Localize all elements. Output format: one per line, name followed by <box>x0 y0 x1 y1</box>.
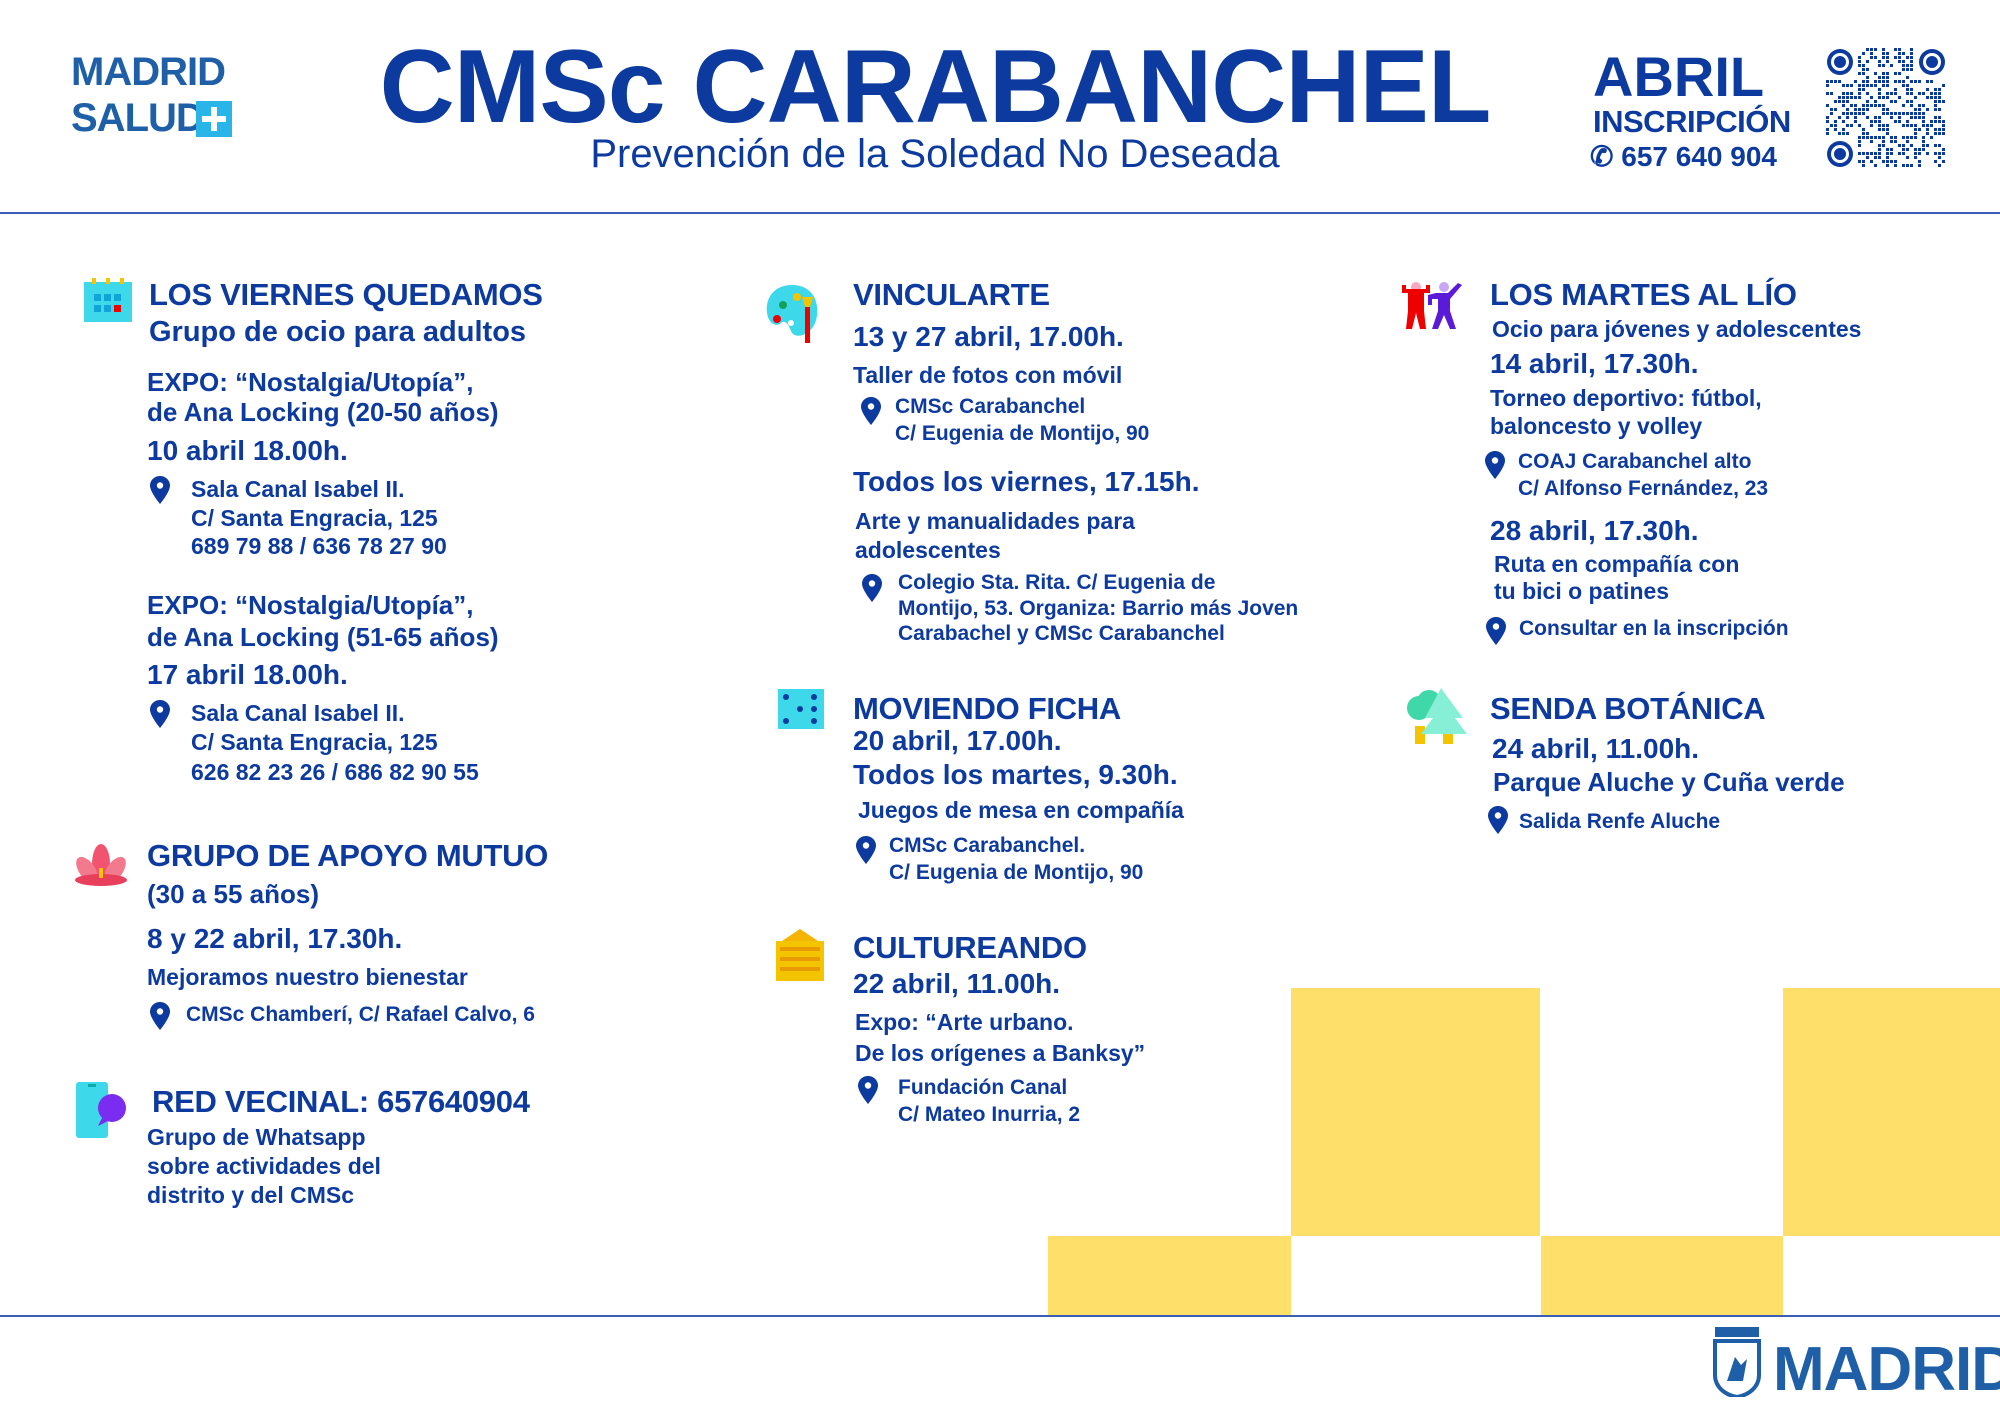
decorative-yellow-block <box>1291 988 1540 1236</box>
cultureando-address: Fundación Canal <box>898 1076 1068 1099</box>
cultureando-desc: Expo: “Arte urbano. <box>855 1009 1074 1035</box>
event-address: C/ Santa Engracia, 125 <box>191 729 438 755</box>
location-pin-icon <box>1485 451 1505 479</box>
viernes-subtitle: Grupo de ocio para adultos <box>149 316 527 348</box>
ficha-date2: Todos los martes, 9.30h. <box>853 759 1178 790</box>
cultureando-desc: De los orígenes a Banksy” <box>855 1040 1146 1066</box>
red-vecinal-title: RED VECINAL: 657640904 <box>152 1084 530 1119</box>
red-desc: Grupo de Whatsapp <box>147 1124 366 1150</box>
event-address: Sala Canal Isabel II. <box>191 476 405 502</box>
plus-cross-icon <box>196 101 232 137</box>
vincularte-desc2: adolescentes <box>855 537 1001 563</box>
location-pin-icon <box>150 476 170 504</box>
cultureando-title: CULTUREANDO <box>853 930 1087 965</box>
red-desc: distrito y del CMSc <box>147 1182 355 1208</box>
vincularte-title: VINCULARTE <box>853 277 1050 312</box>
vincularte-address2: Montijo, 53. Organiza: Barrio más Joven <box>898 597 1299 620</box>
logo-salud-text: SALUD <box>71 96 205 140</box>
senda-desc: Parque Aluche y Cuña verde <box>1493 767 1845 797</box>
vincularte-date1: 13 y 27 abril, 17.00h. <box>853 321 1124 352</box>
martes-desc1: Torneo deportivo: fútbol, <box>1490 385 1762 411</box>
martes-title: LOS MARTES AL LÍO <box>1490 277 1797 312</box>
people-dancing-icon <box>1402 282 1462 329</box>
apoyo-date: 8 y 22 abril, 17.30h. <box>147 923 403 954</box>
martes-date1: 14 abril, 17.30h. <box>1490 348 1699 379</box>
decorative-yellow-block <box>1048 1236 1291 1315</box>
martes-desc1: baloncesto y volley <box>1490 413 1703 439</box>
martes-address1: C/ Alfonso Fernández, 23 <box>1518 477 1769 500</box>
location-pin-icon <box>862 574 882 602</box>
palette-icon <box>766 285 818 343</box>
chat-phone-icon <box>76 1082 126 1138</box>
registration-label: INSCRIPCIÓN <box>1593 104 1791 139</box>
vincularte-desc2: Arte y manualidades para <box>855 508 1135 534</box>
location-pin-icon <box>861 397 881 425</box>
calendar-icon <box>84 278 132 322</box>
qr-code-icon[interactable] <box>1826 48 1946 168</box>
vincularte-address2: Carabachel y CMSc Carabanchel <box>898 622 1225 645</box>
martes-date2: 28 abril, 17.30h. <box>1490 515 1699 546</box>
martes-address2: Consultar en la inscripción <box>1519 617 1789 640</box>
ficha-title: MOVIENDO FICHA <box>853 691 1121 726</box>
ficha-address: CMSc Carabanchel. <box>889 834 1086 857</box>
logo-madrid-text: MADRID <box>71 50 226 94</box>
event-address: Sala Canal Isabel II. <box>191 700 405 726</box>
martes-desc2: Ruta en compañía con <box>1494 551 1740 577</box>
red-desc: sobre actividades del <box>147 1153 381 1179</box>
senda-date: 24 abril, 11.00h. <box>1492 733 1700 764</box>
decorative-yellow-block <box>1541 1236 1783 1315</box>
event-phone: 626 82 23 26 / 686 82 90 55 <box>191 759 479 785</box>
ficha-desc: Juegos de mesa en compañía <box>858 797 1184 823</box>
registration-phone[interactable]: ✆ 657 640 904 <box>1590 140 1777 173</box>
martes-desc2: tu bici o patines <box>1494 578 1670 604</box>
cultureando-date: 22 abril, 11.00h. <box>853 968 1061 999</box>
event-title: EXPO: “Nostalgia/Utopía”, <box>147 590 474 620</box>
phone-icon: ✆ <box>1590 141 1614 172</box>
apoyo-address: CMSc Chamberí, C/ Rafael Calvo, 6 <box>186 1003 535 1026</box>
page-subtitle: Prevención de la Soledad No Deseada <box>590 132 1280 176</box>
madrid-coat-of-arms-icon <box>1713 1327 1761 1397</box>
event-title: de Ana Locking (51-65 años) <box>147 622 499 652</box>
apoyo-subtitle: (30 a 55 años) <box>147 879 319 909</box>
location-pin-icon <box>1486 617 1506 645</box>
building-icon <box>776 929 824 981</box>
vincularte-date2: Todos los viernes, 17.15h. <box>853 466 1200 497</box>
cultureando-address: C/ Mateo Inurria, 2 <box>898 1103 1081 1126</box>
decorative-yellow-block <box>1783 988 2000 1236</box>
martes-address1: COAJ Carabanchel alto <box>1518 450 1752 473</box>
dice-icon <box>778 689 824 729</box>
footer-divider <box>0 1315 2000 1317</box>
lotus-icon <box>75 844 127 886</box>
location-pin-icon <box>1488 806 1508 834</box>
vincularte-address1: C/ Eugenia de Montijo, 90 <box>895 422 1150 445</box>
page-title: CMSc CARABANCHEL <box>379 29 1492 145</box>
header-divider <box>0 212 2000 214</box>
event-date: 17 abril 18.00h. <box>147 659 348 690</box>
event-date: 10 abril 18.00h. <box>147 435 348 466</box>
vincularte-address2: Colegio Sta. Rita. C/ Eugenia de <box>898 571 1216 594</box>
martes-subtitle: Ocio para jóvenes y adolescentes <box>1492 316 1862 342</box>
senda-address: Salida Renfe Aluche <box>1519 810 1721 833</box>
madrid-footer-logo: MADRID <box>1773 1335 2000 1404</box>
viernes-title: LOS VIERNES QUEDAMOS <box>149 277 543 312</box>
vincularte-desc1: Taller de fotos con móvil <box>853 362 1123 388</box>
event-phone: 689 79 88 / 636 78 27 90 <box>191 533 447 559</box>
trees-icon <box>1407 688 1467 744</box>
apoyo-title: GRUPO DE APOYO MUTUO <box>147 838 549 873</box>
event-address: C/ Santa Engracia, 125 <box>191 505 438 531</box>
senda-title: SENDA BOTÁNICA <box>1490 691 1766 726</box>
month-label: ABRIL <box>1593 45 1765 108</box>
apoyo-desc: Mejoramos nuestro bienestar <box>147 964 468 990</box>
location-pin-icon <box>856 836 876 864</box>
vincularte-address1: CMSc Carabanchel <box>895 395 1086 418</box>
ficha-date1: 20 abril, 17.00h. <box>853 725 1062 756</box>
phone-number: 657 640 904 <box>1621 141 1777 172</box>
event-title: EXPO: “Nostalgia/Utopía”, <box>147 367 474 397</box>
ficha-address: C/ Eugenia de Montijo, 90 <box>889 861 1144 884</box>
location-pin-icon <box>150 1002 170 1030</box>
location-pin-icon <box>150 700 170 728</box>
location-pin-icon <box>858 1076 878 1104</box>
event-title: de Ana Locking (20-50 años) <box>147 397 499 427</box>
